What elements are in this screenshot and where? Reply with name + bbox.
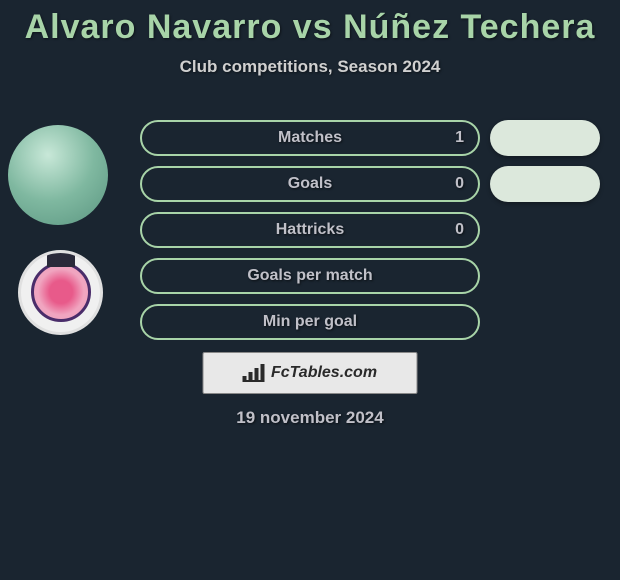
stat-pill-matches [490, 120, 600, 156]
stat-label: Hattricks [276, 221, 344, 239]
page-subtitle: Club competitions, Season 2024 [0, 57, 620, 77]
stat-value: 0 [455, 221, 464, 239]
stat-label: Matches [278, 129, 342, 147]
stat-pill-hattricks [490, 212, 600, 248]
stat-row-hattricks: Hattricks 0 [140, 212, 480, 248]
club-badge-icon [31, 262, 91, 322]
stats-column: Matches 1 Goals 0 Hattricks 0 Goals per … [140, 120, 480, 350]
chart-icon [243, 364, 265, 382]
stat-label: Min per goal [263, 313, 357, 331]
stat-row-matches: Matches 1 [140, 120, 480, 156]
right-pills-column [490, 120, 600, 350]
stat-pill-goals-per-match [490, 258, 600, 294]
avatar-player-2 [18, 250, 103, 335]
branding-box[interactable]: FcTables.com [203, 352, 418, 394]
comparison-container: Alvaro Navarro vs Núñez Techera Club com… [0, 0, 620, 77]
stat-pill-goals [490, 166, 600, 202]
stat-value: 1 [455, 129, 464, 147]
stat-label: Goals per match [247, 267, 372, 285]
stat-label: Goals [288, 175, 332, 193]
stat-value: 0 [455, 175, 464, 193]
stat-row-goals: Goals 0 [140, 166, 480, 202]
avatar-player-1 [8, 125, 108, 225]
stat-row-goals-per-match: Goals per match [140, 258, 480, 294]
avatars-column [8, 125, 118, 360]
footer-date: 19 november 2024 [0, 408, 620, 428]
stat-pill-min-per-goal [490, 304, 600, 340]
page-title: Alvaro Navarro vs Núñez Techera [0, 0, 620, 47]
stat-row-min-per-goal: Min per goal [140, 304, 480, 340]
branding-text: FcTables.com [271, 364, 377, 382]
